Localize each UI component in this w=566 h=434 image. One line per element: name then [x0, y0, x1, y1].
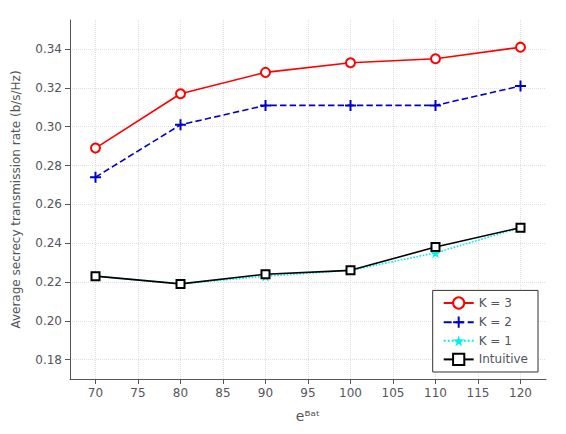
svg-text:120: 120 — [509, 386, 532, 400]
svg-text:70: 70 — [88, 386, 103, 400]
svg-text:eᴮᵃᵗ: eᴮᵃᵗ — [296, 408, 320, 424]
svg-text:0.28: 0.28 — [35, 159, 62, 173]
svg-text:95: 95 — [300, 386, 315, 400]
svg-text:100: 100 — [339, 386, 362, 400]
svg-text:110: 110 — [424, 386, 447, 400]
svg-text:75: 75 — [130, 386, 145, 400]
svg-text:105: 105 — [382, 386, 405, 400]
svg-text:Intuitive: Intuitive — [479, 352, 528, 366]
svg-text:0.26: 0.26 — [35, 197, 62, 211]
svg-text:K = 2: K = 2 — [479, 315, 512, 329]
svg-text:0.20: 0.20 — [35, 314, 62, 328]
svg-text:0.22: 0.22 — [35, 275, 62, 289]
svg-text:0.18: 0.18 — [35, 353, 62, 367]
svg-text:K = 1: K = 1 — [479, 334, 512, 348]
svg-text:0.32: 0.32 — [35, 81, 62, 95]
svg-text:0.24: 0.24 — [35, 236, 62, 250]
svg-text:0.34: 0.34 — [35, 42, 62, 56]
svg-text:85: 85 — [215, 386, 230, 400]
svg-text:80: 80 — [173, 386, 188, 400]
svg-text:0.30: 0.30 — [35, 120, 62, 134]
svg-text:K = 3: K = 3 — [479, 296, 512, 310]
svg-text:Average secrecy transmission r: Average secrecy transmission rate (b/s/H… — [9, 70, 23, 328]
svg-text:115: 115 — [467, 386, 490, 400]
svg-text:90: 90 — [258, 386, 273, 400]
